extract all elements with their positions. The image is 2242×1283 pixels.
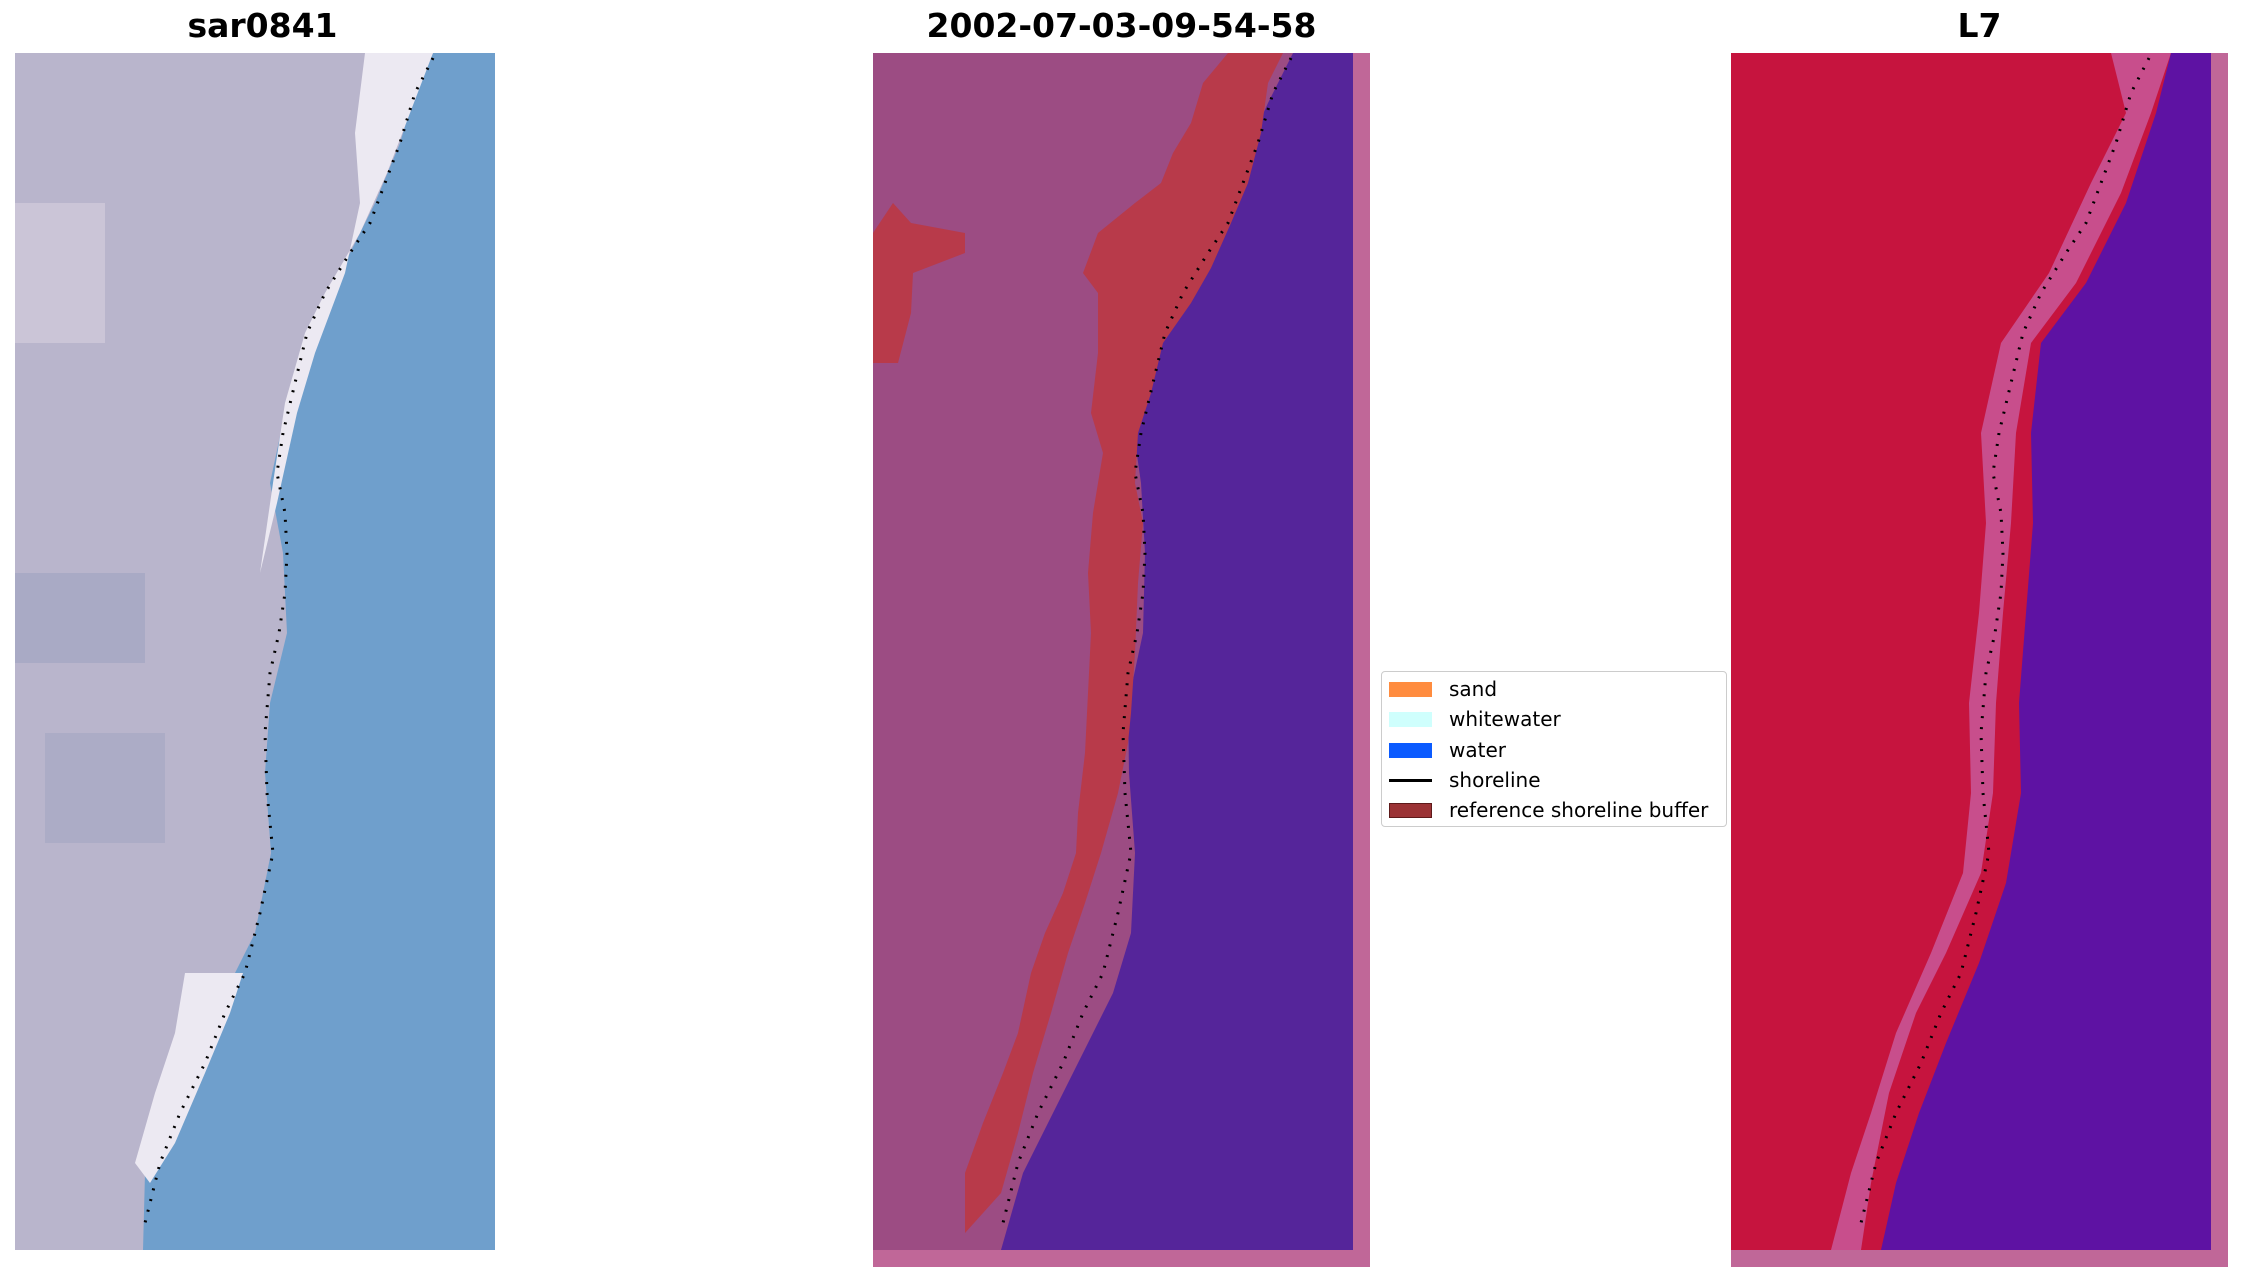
legend-label: reference shoreline buffer [1449,798,1709,822]
legend-item-sand: sand [1382,675,1726,703]
legend-item-shoreline: shoreline [1382,766,1726,794]
classification-buffer-west [873,203,965,363]
classification-buffer [965,53,1283,1233]
shoreline-dots [1001,57,1293,1224]
rgb-light-patch [15,203,105,343]
panel-title-classification: 2002-07-03-09-54-58 [926,6,1317,45]
shoreline-line-icon [1389,779,1432,782]
rgb-dark-patch [45,733,165,843]
legend-item-whitewater: whitewater [1382,705,1726,733]
water-swatch [1389,743,1432,758]
shoreline-dots [1859,57,2151,1224]
legend-item-reference-buffer: reference shoreline buffer [1382,796,1726,824]
rgb-dark-patch [15,573,145,663]
buffer-swatch [1389,803,1432,818]
rgb-beach-south [135,973,243,1183]
classification-water [1001,53,1353,1250]
shoreline-dots [143,57,435,1224]
sand-swatch [1389,682,1432,697]
legend-label: whitewater [1449,707,1561,731]
index-water [1881,53,2211,1250]
legend-label: shoreline [1449,768,1541,792]
rgb-image-panel [15,53,495,1250]
rgb-land-area [15,53,433,1250]
legend: sand whitewater water shoreline referenc… [1381,671,1727,827]
whitewater-swatch [1389,712,1432,727]
panel-title-index: L7 [1957,6,2002,45]
index-panel [1731,53,2228,1267]
legend-item-water: water [1382,736,1726,764]
classification-panel [873,53,1370,1267]
legend-label: sand [1449,677,1498,701]
panel-title-rgb: sar0841 [187,6,338,45]
legend-label: water [1449,738,1506,762]
